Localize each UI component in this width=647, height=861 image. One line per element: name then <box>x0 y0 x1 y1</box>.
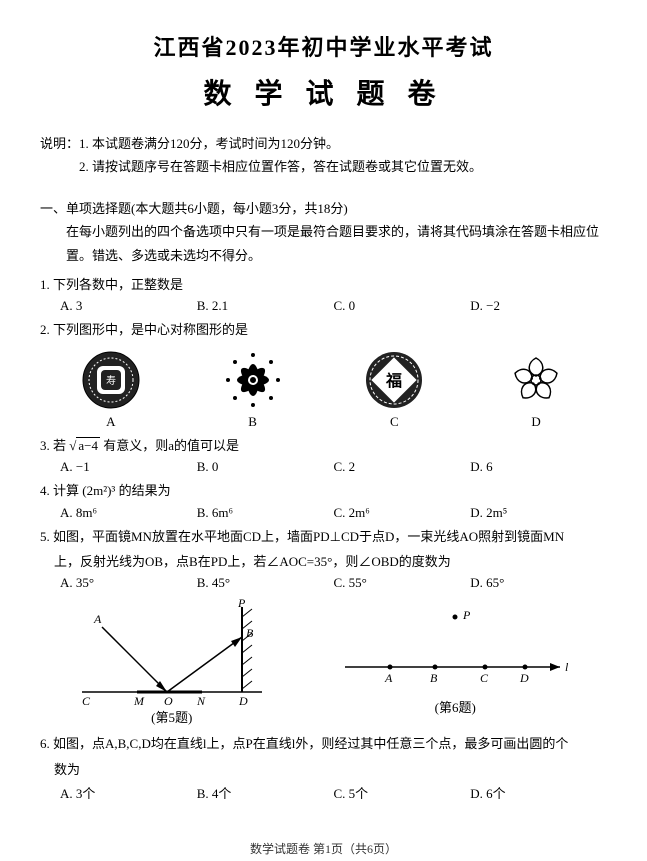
ornament-b-icon <box>223 350 283 410</box>
svg-text:D: D <box>238 694 248 707</box>
q2-fig-b: B <box>223 350 283 430</box>
q2-figures: 寿 A <box>40 350 607 430</box>
ornament-a-icon: 寿 <box>81 350 141 410</box>
q5-diagram-cell: C M O N D A B P (第5题) <box>72 597 272 726</box>
ornament-c-icon: 福 <box>364 350 424 410</box>
q6-opt-d: D. 6个 <box>470 783 607 802</box>
svg-text:M: M <box>133 694 145 707</box>
q6-opt-b: B. 4个 <box>197 783 334 802</box>
svg-text:C: C <box>480 671 489 685</box>
ornament-d-icon <box>506 350 566 410</box>
q6-stem-line2: 数为 <box>40 758 607 781</box>
q6-opt-c: C. 5个 <box>334 783 471 802</box>
q2-label-b: B <box>248 414 257 430</box>
q1-opt-a: A. 3 <box>60 298 197 314</box>
q4-opt-c: C. 2m⁶ <box>334 505 471 521</box>
svg-text:福: 福 <box>385 371 402 390</box>
q2-label-d: D <box>531 414 540 430</box>
page-title: 江西省2023年初中学业水平考试 <box>40 30 607 62</box>
q2-fig-d: D <box>506 350 566 430</box>
q3-opt-d: D. 6 <box>470 459 607 475</box>
q3-stem-post: 有意义，则a的值可以是 <box>100 438 239 453</box>
q2-label-a: A <box>106 414 115 430</box>
svg-text:O: O <box>164 694 173 707</box>
q3-opt-a: A. −1 <box>60 459 197 475</box>
q5-opt-d: D. 65° <box>470 575 607 591</box>
svg-text:寿: 寿 <box>106 374 116 387</box>
section-header: 一、单项选择题(本大题共6小题，每小题3分，共18分) 在每小题列出的四个备选项… <box>40 197 607 267</box>
svg-text:P: P <box>237 597 246 610</box>
instructions-line2: 2. 请按试题序号在答题卡相应位置作答，答在试题卷或其它位置无效。 <box>79 155 482 178</box>
q5-q6-diagrams: C M O N D A B P (第5题) l <box>40 597 607 726</box>
q2-fig-c: 福 C <box>364 350 424 430</box>
page-subtitle: 数 学 试 题 卷 <box>40 72 607 112</box>
exam-page: 江西省2023年初中学业水平考试 数 学 试 题 卷 说明： 1. 本试题卷满分… <box>0 0 647 861</box>
q3-stem-pre: 3. 若 √ <box>40 438 76 453</box>
q1-opt-c: C. 0 <box>334 298 471 314</box>
page-footer: 数学试题卷 第1页（共6页） <box>0 840 647 857</box>
q6-diagram-cell: l A B C D P (第6题) <box>335 597 575 726</box>
q3-radicand: a−4 <box>76 437 100 453</box>
q3-options: A. −1 B. 0 C. 2 D. 6 <box>40 459 607 475</box>
q4-opt-b: B. 6m⁶ <box>197 505 334 521</box>
mirror-diagram-icon: C M O N D A B P <box>72 597 272 707</box>
svg-text:A: A <box>384 671 393 685</box>
q4-stem: 4. 计算 (2m²)³ 的结果为 <box>40 479 607 502</box>
q4-opt-d: D. 2m⁵ <box>470 505 607 521</box>
q6-options: A. 3个 B. 4个 C. 5个 D. 6个 <box>40 783 607 802</box>
q5-caption: (第5题) <box>151 707 192 726</box>
q1-opt-d: D. −2 <box>470 298 607 314</box>
q5-options: A. 35° B. 45° C. 55° D. 65° <box>40 575 607 591</box>
q4-opt-a: A. 8m⁶ <box>60 505 197 521</box>
instructions-block: 说明： 1. 本试题卷满分120分，考试时间为120分钟。 说明： 2. 请按试… <box>40 132 607 179</box>
svg-text:N: N <box>196 694 206 707</box>
svg-text:B: B <box>430 671 438 685</box>
q5-stem-line1: 5. 如图，平面镜MN放置在水平地面CD上，墙面PD⊥CD于点D，一束光线AO照… <box>40 525 607 548</box>
q5-opt-a: A. 35° <box>60 575 197 591</box>
svg-text:l: l <box>565 660 569 674</box>
q2-stem: 2. 下列图形中，是中心对称图形的是 <box>40 318 607 341</box>
q6-stem-line1: 6. 如图，点A,B,C,D均在直线l上，点P在直线l外，则经过其中任意三个点，… <box>40 732 607 755</box>
svg-text:D: D <box>519 671 529 685</box>
q1-stem: 1. 下列各数中，正整数是 <box>40 273 607 296</box>
q3-opt-c: C. 2 <box>334 459 471 475</box>
instructions-line1: 1. 本试题卷满分120分，考试时间为120分钟。 <box>79 132 339 155</box>
instructions-label: 说明： <box>40 132 79 155</box>
line-points-diagram-icon: l A B C D P <box>335 597 575 697</box>
svg-text:A: A <box>93 612 102 626</box>
q3-opt-b: B. 0 <box>197 459 334 475</box>
section-sub-text: 在每小题列出的四个备选项中只有一项是最符合题目要求的，请将其代码填涂在答题卡相应… <box>40 220 607 267</box>
svg-text:P: P <box>462 608 471 622</box>
q5-opt-c: C. 55° <box>334 575 471 591</box>
svg-text:C: C <box>82 694 91 707</box>
section-head-text: 一、单项选择题(本大题共6小题，每小题3分，共18分) <box>40 201 348 216</box>
q4-options: A. 8m⁶ B. 6m⁶ C. 2m⁶ D. 2m⁵ <box>40 505 607 521</box>
q6-opt-a: A. 3个 <box>60 783 197 802</box>
q5-stem-line2: 上，反射光线为OB，点B在PD上，若∠AOC=35°，则∠OBD的度数为 <box>40 550 607 573</box>
q2-label-c: C <box>390 414 399 430</box>
q1-options: A. 3 B. 2.1 C. 0 D. −2 <box>40 298 607 314</box>
q3-stem: 3. 若 √a−4 有意义，则a的值可以是 <box>40 434 607 457</box>
q2-fig-a: 寿 A <box>81 350 141 430</box>
q6-caption: (第6题) <box>435 697 476 716</box>
q1-opt-b: B. 2.1 <box>197 298 334 314</box>
svg-text:B: B <box>246 626 254 640</box>
q5-opt-b: B. 45° <box>197 575 334 591</box>
